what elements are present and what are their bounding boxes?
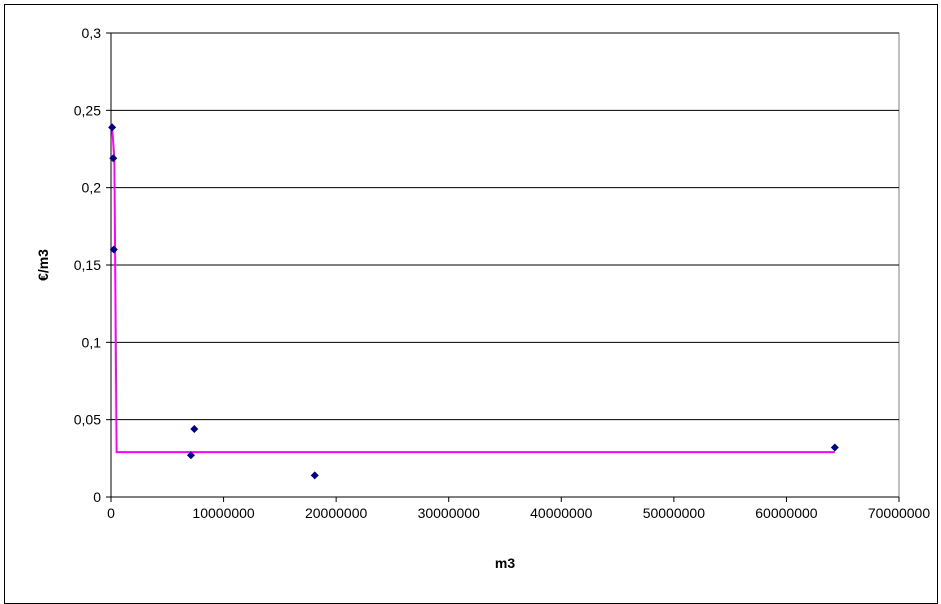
- x-tick-label: 60000000: [755, 505, 818, 521]
- y-tick-label: 0,3: [82, 25, 102, 41]
- data-points: [108, 123, 839, 480]
- trend-line-path: [111, 127, 835, 454]
- x-axis-ticks: 0 10000000 20000000 30000000 40000000 5000000…: [107, 497, 930, 521]
- data-point: [186, 451, 195, 460]
- y-tick-label: 0,2: [82, 180, 102, 196]
- x-tick-label: 40000000: [530, 505, 593, 521]
- y-tick-label: 0: [93, 489, 101, 505]
- trend-line: [111, 127, 835, 454]
- y-axis-title: €/m3: [35, 249, 51, 281]
- gridlines: [111, 32, 899, 421]
- data-point: [310, 471, 319, 480]
- x-tick-label: 30000000: [418, 505, 481, 521]
- x-tick-label: 20000000: [305, 505, 368, 521]
- y-tick-label: 0,05: [74, 412, 101, 428]
- y-axis-ticks: 0 0,05 0,1 0,15 0,2 0,25 0,3: [74, 25, 111, 505]
- data-point: [108, 123, 117, 132]
- y-tick-label: 0,1: [82, 334, 102, 350]
- y-tick-label: 0,15: [74, 257, 101, 273]
- x-tick-label: 50000000: [643, 505, 706, 521]
- data-point: [109, 245, 118, 254]
- x-tick-label: 70000000: [868, 505, 931, 521]
- x-tick-label: 0: [107, 505, 115, 521]
- data-point: [190, 424, 199, 433]
- y-tick-label: 0,25: [74, 102, 101, 118]
- data-point: [830, 443, 839, 452]
- scatter-chart: 0 10000000 20000000 30000000 40000000 5000000…: [35, 25, 930, 571]
- x-axis-title: m3: [495, 555, 515, 571]
- data-point: [109, 154, 118, 163]
- x-tick-label: 10000000: [192, 505, 255, 521]
